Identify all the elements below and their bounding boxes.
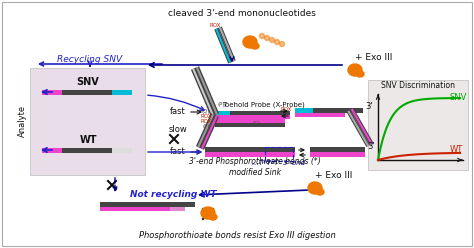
Text: Not recycling WT: Not recycling WT — [130, 190, 217, 199]
Bar — [112, 90, 132, 95]
Text: + Exo III: + Exo III — [315, 171, 352, 180]
Bar — [170, 207, 185, 211]
Bar — [42, 90, 62, 95]
Text: 3': 3' — [365, 102, 373, 111]
Text: (P): (P) — [218, 102, 226, 107]
Text: (Q): (Q) — [202, 109, 210, 114]
Text: cleaved 3'-end mononucleotides: cleaved 3'-end mononucleotides — [168, 8, 316, 18]
Bar — [295, 108, 313, 113]
Text: ROX: ROX — [210, 23, 221, 28]
Circle shape — [270, 37, 274, 42]
Text: (F): (F) — [202, 124, 210, 129]
Text: Recycling SNV: Recycling SNV — [57, 56, 123, 64]
Ellipse shape — [308, 182, 322, 194]
Bar — [215, 119, 285, 123]
Text: 3': 3' — [367, 142, 374, 151]
Ellipse shape — [251, 43, 259, 49]
Text: fast: fast — [170, 107, 186, 117]
Bar — [265, 147, 293, 161]
Text: Phosphorothioate bonds resist Exo III digestion: Phosphorothioate bonds resist Exo III di… — [138, 231, 336, 240]
Ellipse shape — [209, 214, 217, 220]
Bar — [100, 202, 195, 207]
Bar — [42, 148, 132, 153]
Circle shape — [280, 41, 284, 47]
Text: Analyte: Analyte — [18, 105, 27, 137]
Text: 3'-end Phosphorothioate bonds (*)
modified Sink: 3'-end Phosphorothioate bonds (*) modifi… — [189, 157, 321, 177]
Text: Toehold Probe (X-Probe): Toehold Probe (X-Probe) — [222, 102, 305, 108]
Text: SNV: SNV — [450, 93, 467, 102]
Bar — [295, 108, 363, 113]
Text: ...T*T*T  3'-end: ...T*T*T 3'-end — [253, 160, 306, 166]
Text: WT: WT — [450, 145, 463, 154]
Bar — [310, 147, 365, 152]
Text: + Exo III: + Exo III — [355, 53, 392, 62]
Text: slow: slow — [169, 125, 187, 134]
Ellipse shape — [356, 71, 364, 77]
Bar — [205, 147, 295, 152]
Bar — [215, 111, 230, 115]
Text: fast: fast — [170, 148, 186, 156]
Circle shape — [259, 33, 264, 38]
Bar — [112, 148, 132, 153]
Bar — [295, 113, 345, 117]
Bar — [100, 207, 180, 211]
Text: WT: WT — [79, 135, 97, 145]
Text: SNV Discrimination: SNV Discrimination — [381, 81, 455, 90]
Bar — [42, 90, 132, 95]
Bar — [215, 115, 290, 119]
Ellipse shape — [201, 207, 215, 219]
Ellipse shape — [316, 189, 324, 195]
Bar — [310, 152, 365, 157]
Text: (C): (C) — [253, 121, 261, 126]
Circle shape — [274, 39, 280, 44]
Bar — [205, 152, 295, 157]
Bar — [368, 80, 468, 170]
Bar — [30, 68, 145, 175]
Bar — [42, 148, 62, 153]
Ellipse shape — [348, 64, 362, 76]
Ellipse shape — [243, 36, 257, 48]
Circle shape — [264, 35, 270, 40]
Text: ROX: ROX — [281, 107, 292, 112]
Text: SNV: SNV — [77, 77, 100, 87]
Bar — [215, 111, 290, 115]
Text: ROX: ROX — [201, 119, 212, 124]
Text: ROX: ROX — [201, 114, 212, 119]
Bar — [215, 123, 285, 127]
